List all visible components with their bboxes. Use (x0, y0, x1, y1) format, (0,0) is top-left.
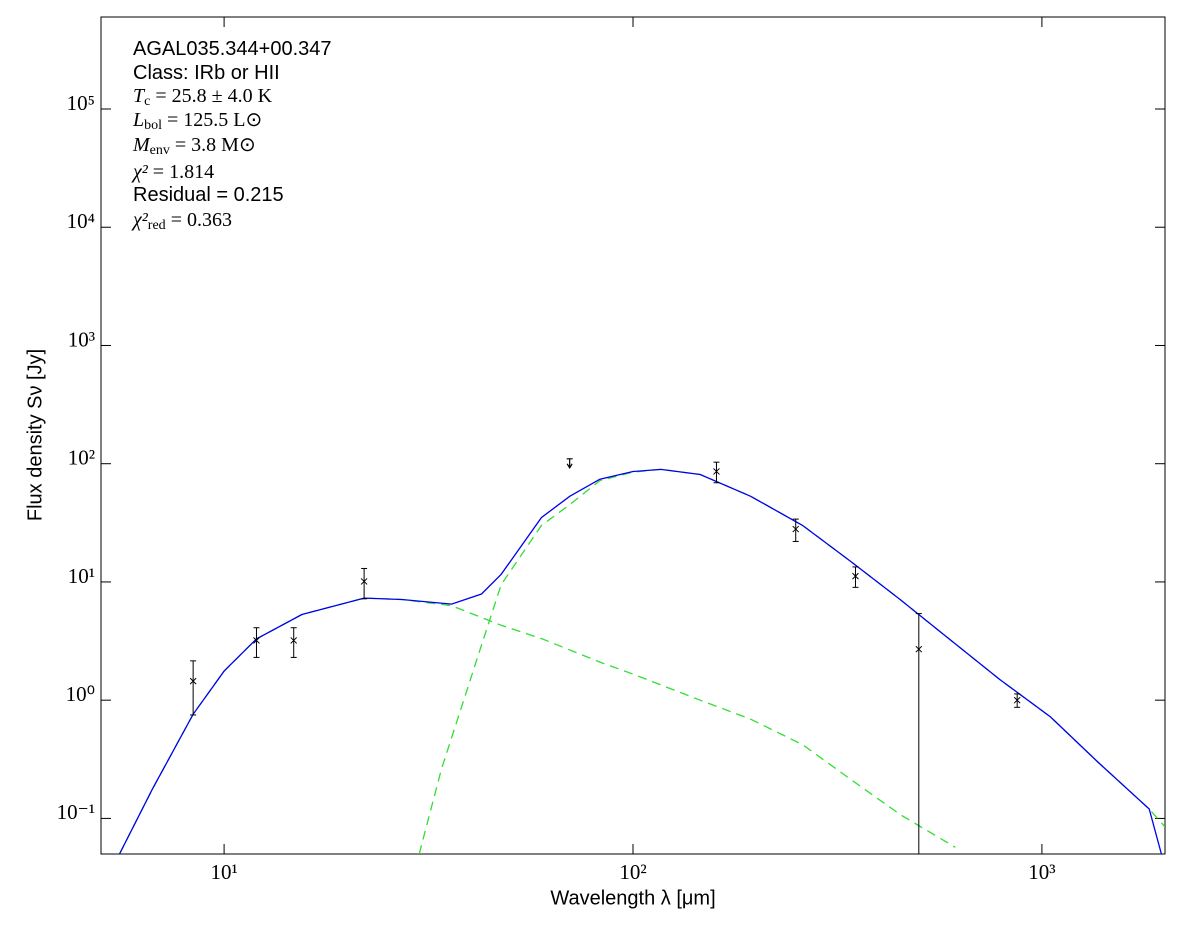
annotation: Menv = 3.8 M⊙ (132, 134, 256, 159)
annotation-text: = 0.363 (166, 209, 232, 231)
x-tick-label: 10² (619, 860, 646, 884)
annotation-text: = 1.814 (148, 161, 214, 183)
annotation-text: Class: IRb or HII (133, 62, 280, 84)
data-point (290, 637, 298, 644)
data-point (189, 677, 197, 685)
plot-frame (100, 16, 1166, 855)
upper-limit (566, 458, 573, 469)
annotation: Tc = 25.8 ± 4.0 K (133, 85, 273, 110)
annotation-subscript: c (144, 94, 150, 109)
annotation-symbol: L (132, 109, 144, 131)
y-axis-label: Flux density Sν [Jy] (24, 349, 46, 521)
annotation: Class: IRb or HII (133, 62, 280, 84)
annotation: χ² = 1.814 (131, 161, 214, 183)
annotation-text: = 125.5 L⊙ (162, 109, 262, 131)
model-curve (418, 468, 1165, 854)
model-curve (118, 468, 1163, 854)
annotation-subscript: bol (144, 118, 162, 133)
data-point (915, 645, 923, 653)
annotation: χ²red = 0.363 (131, 209, 232, 234)
y-tick-label: 10⁻¹ (57, 800, 95, 824)
annotation: AGAL035.344+00.347 (133, 38, 332, 60)
data-point (852, 572, 859, 580)
annotation: Lbol = 125.5 L⊙ (132, 109, 262, 134)
y-tick-label: 10⁴ (67, 209, 95, 233)
annotation-symbol: χ² (131, 209, 149, 231)
data-point (1013, 696, 1021, 704)
data-point (792, 525, 800, 533)
annotation-symbol: M (132, 134, 151, 156)
y-tick-label: 10³ (68, 327, 95, 351)
data-point (253, 637, 260, 644)
data-point (360, 578, 368, 585)
annotation-text: AGAL035.344+00.347 (133, 38, 332, 60)
x-tick-label: 10³ (1028, 860, 1055, 884)
annotation: Residual = 0.215 (133, 184, 284, 206)
x-axis-label: Wavelength λ [μm] (550, 887, 715, 909)
y-tick-label: 10¹ (68, 564, 95, 588)
x-tick-label: 10¹ (210, 860, 237, 884)
annotation-text: = 25.8 ± 4.0 K (150, 85, 272, 107)
y-tick-label: 10⁰ (66, 682, 95, 706)
model-curve (118, 597, 956, 854)
annotation-symbol: χ² (131, 161, 149, 183)
y-tick-label: 10² (68, 446, 95, 470)
y-tick-label: 10⁵ (67, 91, 95, 115)
annotation-subscript: red (148, 218, 166, 233)
annotation-subscript: env (150, 143, 170, 158)
annotation-text: Residual = 0.215 (133, 184, 284, 206)
data-point (713, 468, 720, 475)
annotation-symbol: T (133, 85, 146, 107)
annotation-text: = 3.8 M⊙ (170, 134, 256, 156)
